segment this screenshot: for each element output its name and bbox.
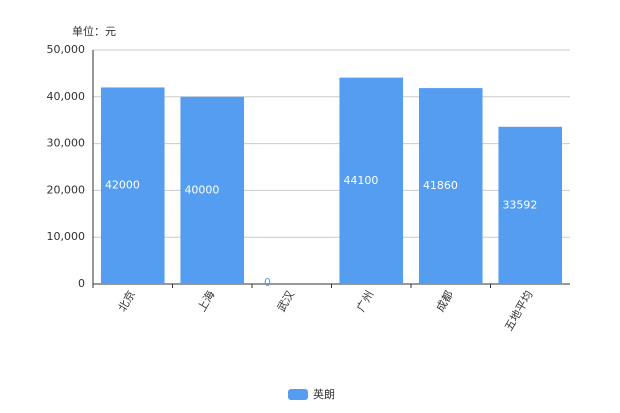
bar (498, 126, 563, 285)
bar (180, 96, 245, 284)
legend-swatch (288, 389, 308, 400)
y-tick-label: 10,000 (47, 230, 86, 243)
data-label: 0 (264, 276, 271, 289)
x-tick-label: 广州 (354, 289, 376, 315)
bar (339, 77, 404, 284)
y-tick-label: 50,000 (47, 43, 86, 56)
data-label: 40000 (184, 183, 219, 196)
bar (100, 87, 165, 284)
bar (418, 88, 483, 284)
y-tick-label: 30,000 (47, 137, 86, 150)
data-label: 41860 (423, 179, 458, 192)
unit-label: 单位：元 (72, 24, 116, 38)
data-label: 33592 (502, 198, 537, 211)
x-tick-label: 上海 (194, 288, 217, 314)
data-label: 44100 (343, 174, 378, 187)
x-tick-label: 五地平均 (502, 289, 535, 334)
legend-label: 英朗 (313, 387, 335, 401)
y-tick-label: 40,000 (47, 90, 86, 103)
x-tick-label: 武汉 (275, 289, 297, 315)
y-tick-label: 20,000 (47, 183, 86, 196)
y-tick-label: 0 (78, 277, 85, 290)
x-tick-label: 成都 (434, 289, 456, 315)
x-tick-label: 北京 (115, 288, 138, 314)
data-label: 42000 (105, 179, 140, 192)
